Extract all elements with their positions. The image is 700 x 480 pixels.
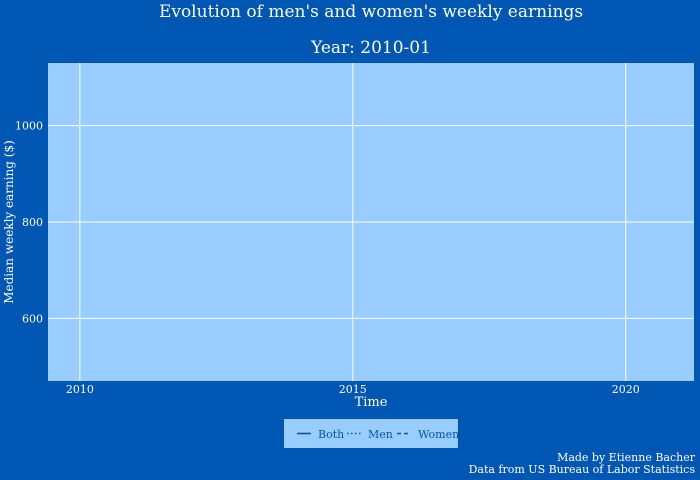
- legend-items: Both Men Women: [297, 428, 459, 441]
- credit-source: Data from US Bureau of Labor Statistics: [469, 463, 696, 476]
- x-tick-label: 2020: [612, 383, 640, 396]
- credit-author: Made by Etienne Bacher: [557, 451, 696, 464]
- x-tick-label: 2010: [66, 383, 94, 396]
- legend-item-women[interactable]: Women: [397, 428, 459, 441]
- grid: [48, 63, 694, 381]
- legend-box: [284, 419, 458, 448]
- legend-label: Men: [368, 428, 393, 441]
- chart-title: Evolution of men's and women's weekly ea…: [159, 2, 583, 22]
- y-tick-label: 600: [22, 312, 43, 325]
- legend-label: Women: [418, 428, 459, 441]
- y-axis-title: Median weekly earning ($): [2, 140, 16, 304]
- y-tick-label: 800: [22, 216, 43, 229]
- x-axis-title: Time: [355, 395, 388, 410]
- y-tick-label: 1000: [15, 120, 43, 133]
- x-tick-label: 2015: [339, 383, 367, 396]
- tick-labels: 2010 2015 2020 600 800 1000: [15, 120, 640, 396]
- legend: Both Men Women: [284, 419, 459, 448]
- chart-subtitle: Year: 2010-01: [310, 38, 431, 58]
- legend-item-men[interactable]: Men: [347, 428, 393, 441]
- legend-item-both[interactable]: Both: [297, 428, 344, 441]
- legend-label: Both: [318, 428, 344, 441]
